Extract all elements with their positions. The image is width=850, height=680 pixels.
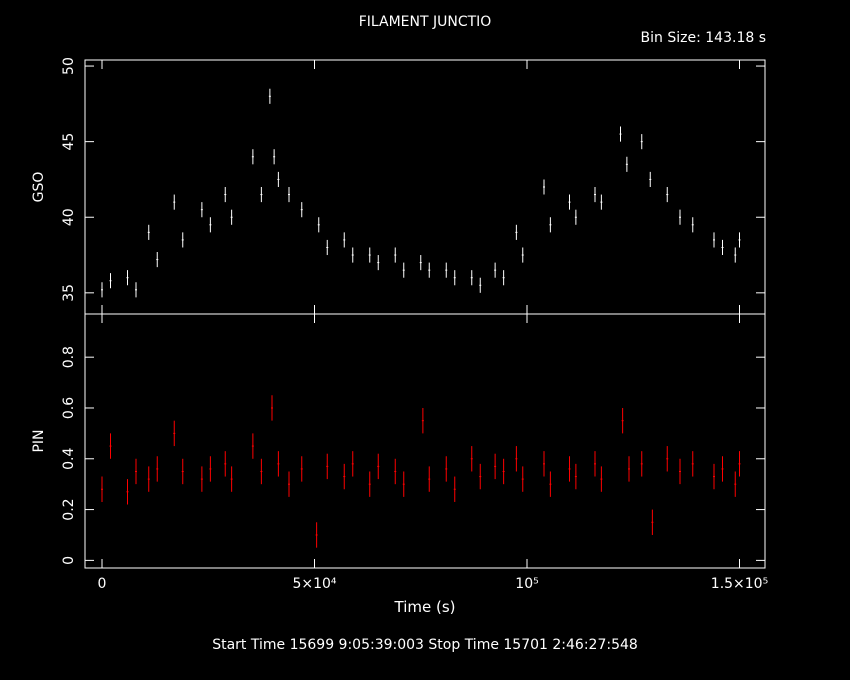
y-axis-label: GSO [31, 172, 47, 203]
x-tick-label: 0 [98, 576, 107, 592]
y-tick-label: 0.2 [61, 498, 77, 520]
chart-title: FILAMENT JUNCTIO [358, 14, 492, 30]
panel-frame-pin [84, 313, 766, 569]
time-range-footer: Start Time 15699 9:05:39:003 Stop Time 1… [212, 637, 638, 653]
panel-frame-gso [84, 59, 766, 315]
y-tick-label: 0.8 [61, 346, 77, 368]
y-tick-label: 0.6 [61, 397, 77, 419]
y-tick-label: 45 [61, 133, 77, 151]
y-axis-label: PIN [31, 429, 47, 452]
x-tick-label: 1.5×10⁵ [711, 576, 768, 592]
bin-size-label: Bin Size: 143.18 s [640, 30, 766, 46]
y-tick-label: 35 [61, 284, 77, 302]
x-tick-label: 10⁵ [515, 576, 538, 592]
y-tick-label: 50 [61, 57, 77, 75]
y-tick-label: 0.4 [61, 448, 77, 470]
x-axis-label: Time (s) [394, 598, 456, 616]
y-tick-label: 0 [61, 556, 77, 565]
x-tick-label: 5×10⁴ [292, 576, 336, 592]
y-tick-label: 40 [61, 208, 77, 226]
